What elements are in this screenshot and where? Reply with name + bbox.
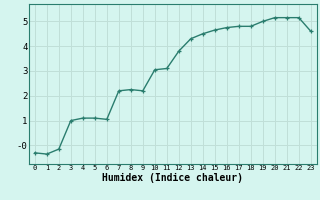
X-axis label: Humidex (Indice chaleur): Humidex (Indice chaleur) bbox=[102, 173, 243, 183]
